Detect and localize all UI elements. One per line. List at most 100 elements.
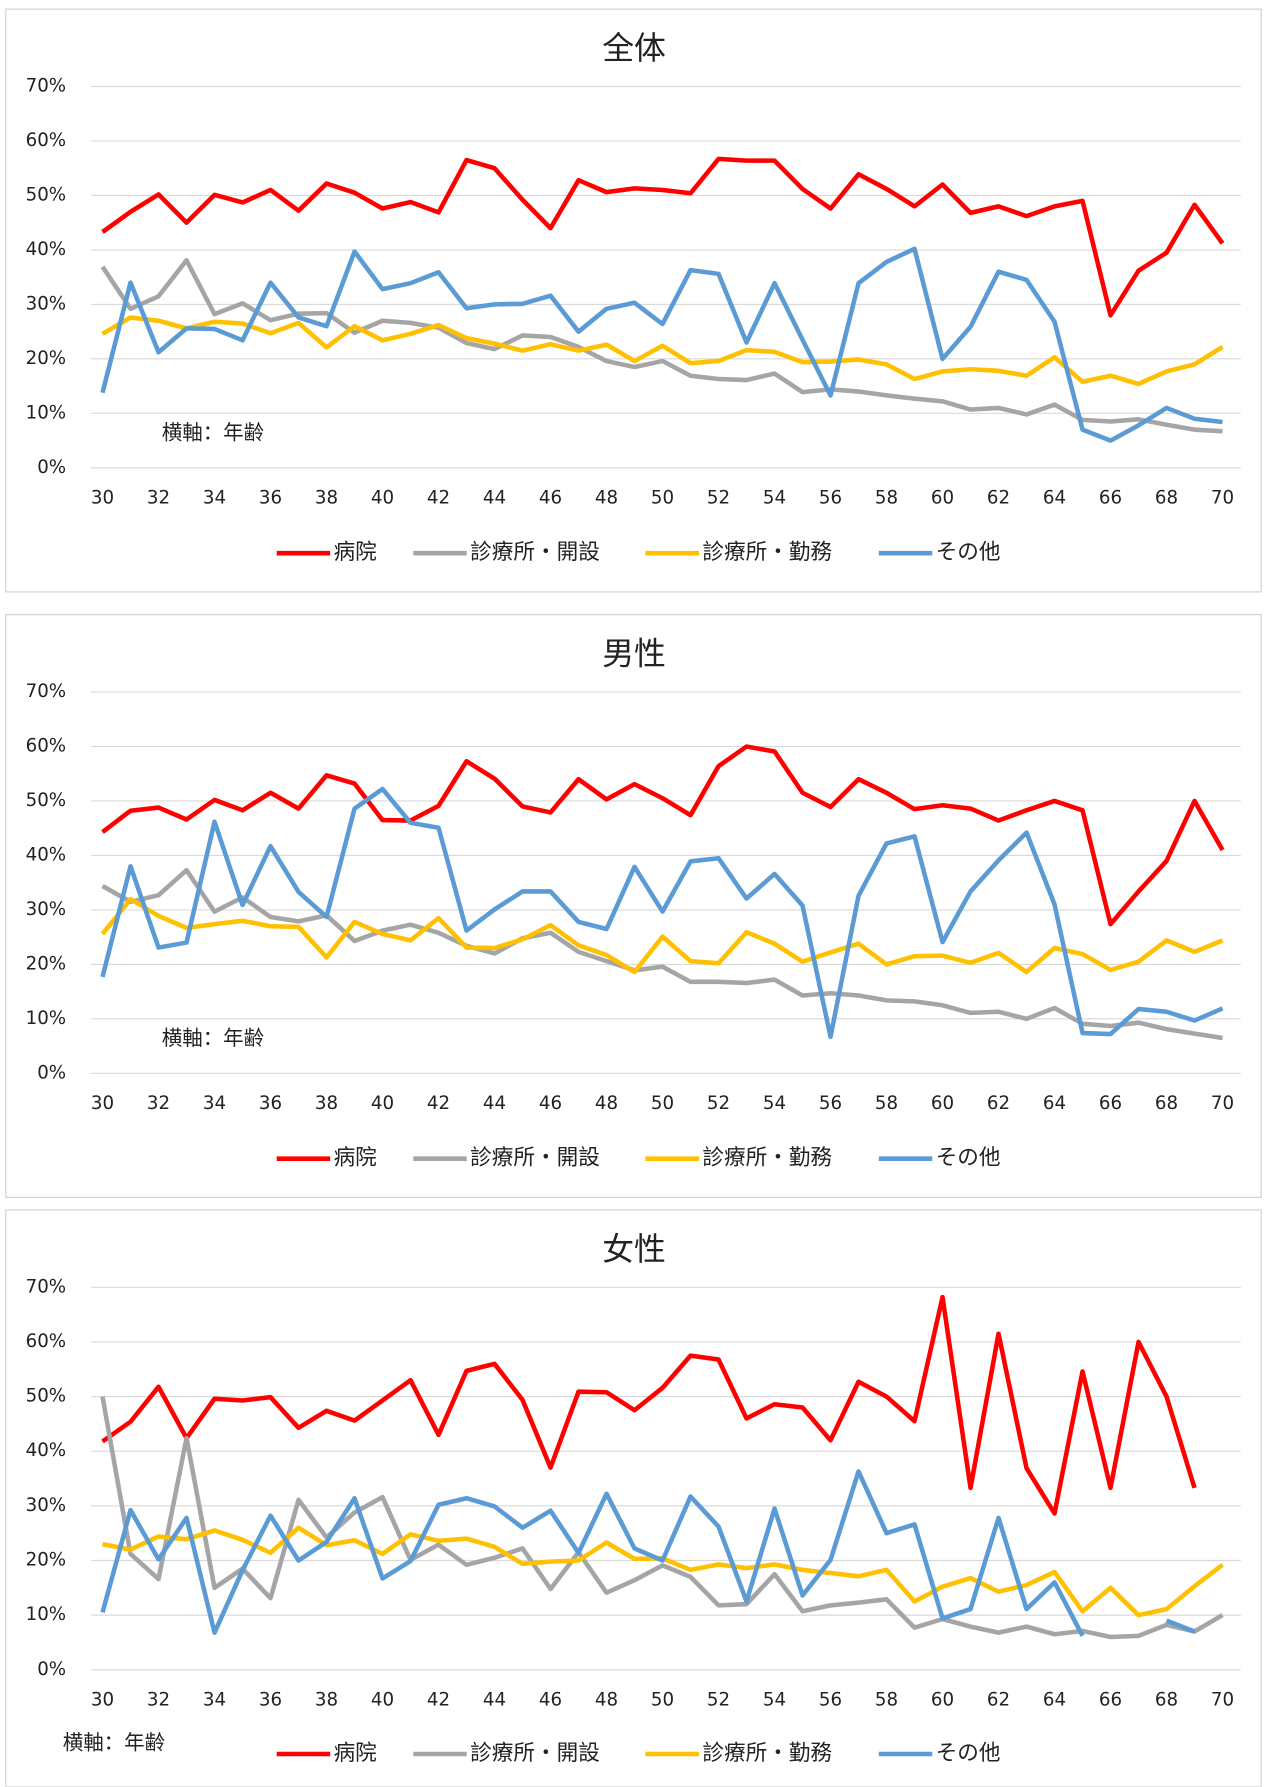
chart-panel	[5, 1209, 1262, 1787]
chart-title: 全体	[602, 29, 666, 67]
chart-title: 女性	[602, 1230, 666, 1268]
x-tick-label: 36	[259, 1093, 282, 1114]
x-tick-label: 40	[371, 1093, 394, 1114]
y-tick-label: 20%	[26, 953, 66, 974]
x-tick-label: 62	[987, 488, 1010, 509]
x-tick-label: 66	[1099, 488, 1122, 509]
y-tick-label: 10%	[26, 402, 66, 423]
x-tick-label: 54	[763, 1093, 786, 1114]
x-tick-label: 30	[91, 488, 114, 509]
x-tick-label: 62	[987, 1093, 1010, 1114]
x-tick-label: 50	[651, 1689, 674, 1710]
x-tick-label: 48	[595, 1689, 618, 1710]
series-line	[100, 246, 1223, 443]
x-tick-label: 34	[203, 488, 226, 509]
x-tick-label: 48	[595, 1093, 618, 1114]
y-tick-label: 10%	[26, 1008, 66, 1029]
y-tick-label: 40%	[26, 239, 66, 260]
x-tick-label: 32	[147, 488, 170, 509]
series-line	[100, 258, 1223, 434]
x-tick-label: 42	[427, 488, 450, 509]
legend-label: 病院	[334, 1146, 377, 1171]
y-tick-label: 50%	[26, 1386, 66, 1407]
x-tick-label: 54	[763, 488, 786, 509]
y-tick-label: 30%	[26, 293, 66, 314]
annotation: 横軸：年齢	[162, 1026, 264, 1050]
x-tick-label: 66	[1099, 1689, 1122, 1710]
x-tick-label: 68	[1155, 1093, 1178, 1114]
legend-label: その他	[936, 1741, 1001, 1766]
legend-label: 診療所・開設	[470, 1741, 600, 1766]
chart-panel	[5, 614, 1262, 1198]
x-tick-label: 34	[203, 1689, 226, 1710]
x-tick-label: 46	[539, 1689, 562, 1710]
y-tick-label: 40%	[26, 844, 66, 865]
x-tick-label: 52	[707, 488, 730, 509]
series-line	[101, 156, 1225, 318]
series-line	[100, 1469, 1196, 1637]
legend-label: 病院	[334, 1741, 377, 1766]
x-tick-label: 60	[931, 488, 954, 509]
x-tick-label: 70	[1211, 1689, 1234, 1710]
legend-label: その他	[936, 540, 1001, 565]
x-tick-label: 56	[819, 488, 842, 509]
x-tick-label: 36	[259, 1689, 282, 1710]
x-tick-label: 44	[483, 488, 506, 509]
y-tick-label: 60%	[26, 1331, 66, 1352]
y-tick-label: 20%	[26, 348, 66, 369]
x-tick-label: 50	[651, 488, 674, 509]
legend-label: 診療所・勤務	[702, 1146, 832, 1171]
y-tick-label: 70%	[26, 1276, 66, 1297]
legend-label: 診療所・勤務	[702, 540, 832, 565]
series-line	[100, 786, 1224, 1040]
x-tick-label: 40	[371, 488, 394, 509]
x-tick-label: 38	[315, 488, 338, 509]
x-tick-label: 62	[987, 1689, 1010, 1710]
x-tick-label: 52	[707, 1689, 730, 1710]
x-tick-label: 32	[147, 1093, 170, 1114]
x-tick-label: 68	[1155, 488, 1178, 509]
x-tick-label: 68	[1155, 1689, 1178, 1710]
x-tick-label: 48	[595, 488, 618, 509]
x-tick-label: 64	[1043, 488, 1066, 509]
y-tick-label: 0%	[37, 1062, 66, 1083]
series-line	[101, 315, 1224, 387]
x-tick-label: 50	[651, 1093, 674, 1114]
legend-label: 診療所・開設	[470, 540, 600, 565]
x-tick-label: 58	[875, 1689, 898, 1710]
x-tick-label: 54	[763, 1689, 786, 1710]
y-tick-label: 70%	[26, 76, 66, 97]
x-tick-label: 58	[875, 488, 898, 509]
x-tick-label: 30	[91, 1689, 114, 1710]
x-tick-label: 40	[371, 1689, 394, 1710]
series-line	[100, 1396, 1224, 1640]
y-tick-label: 60%	[26, 130, 66, 151]
x-tick-label: 66	[1099, 1093, 1122, 1114]
legend-label: その他	[936, 1146, 1001, 1171]
series-line	[101, 744, 1225, 927]
legend-label: 診療所・勤務	[702, 1741, 832, 1766]
x-tick-label: 52	[707, 1093, 730, 1114]
y-tick-label: 30%	[26, 1495, 66, 1516]
x-tick-label: 42	[427, 1093, 450, 1114]
y-tick-label: 40%	[26, 1440, 66, 1461]
x-tick-label: 32	[147, 1689, 170, 1710]
x-tick-label: 42	[427, 1689, 450, 1710]
x-tick-label: 56	[819, 1689, 842, 1710]
y-tick-label: 70%	[26, 681, 66, 702]
x-tick-label: 46	[539, 488, 562, 509]
y-tick-label: 0%	[37, 1659, 66, 1680]
annotation: 横軸：年齢	[162, 421, 264, 445]
y-tick-label: 30%	[26, 899, 66, 920]
y-tick-label: 10%	[26, 1604, 66, 1625]
series-line	[100, 896, 1224, 975]
series-line	[101, 1294, 1197, 1516]
x-tick-label: 64	[1043, 1689, 1066, 1710]
x-tick-label: 56	[819, 1093, 842, 1114]
y-tick-label: 60%	[26, 736, 66, 757]
x-tick-label: 38	[315, 1093, 338, 1114]
x-tick-label: 46	[539, 1093, 562, 1114]
legend-label: 病院	[334, 540, 377, 565]
x-tick-label: 38	[315, 1689, 338, 1710]
